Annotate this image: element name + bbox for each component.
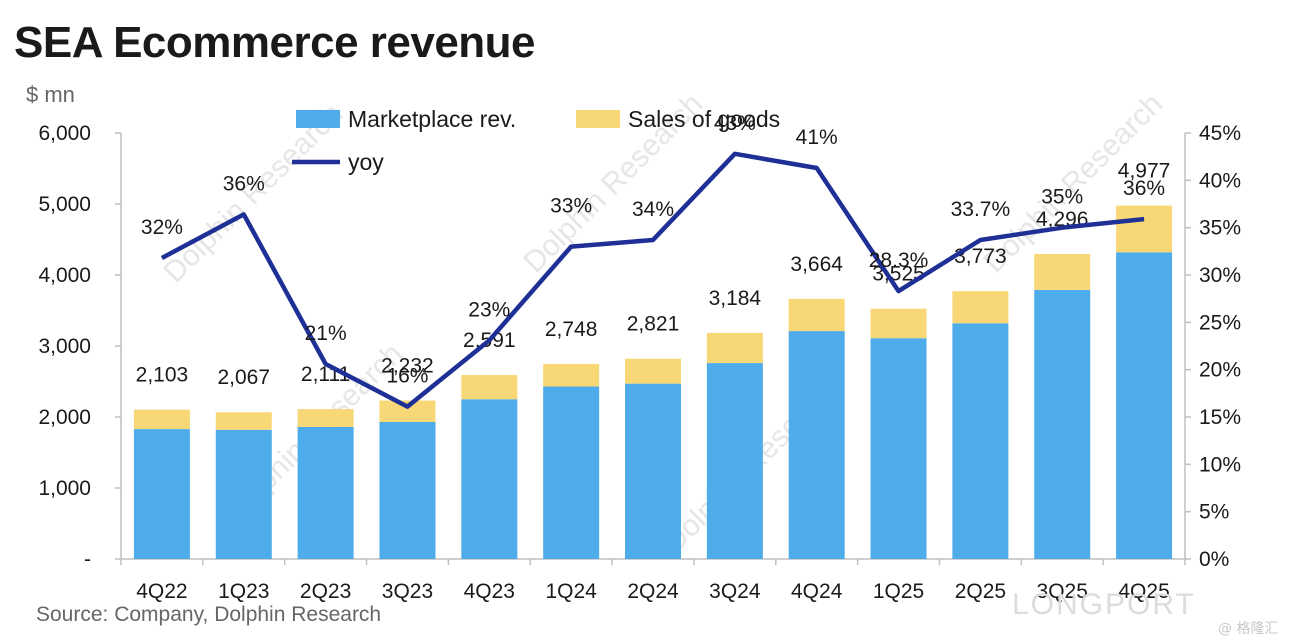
left-axis-ticks: - 1,000 2,000 3,000 4,000 5,000 6,000 xyxy=(38,122,121,571)
yoy-data-label: 34% xyxy=(632,198,674,221)
x-tick-label: 3Q24 xyxy=(709,580,761,603)
x-tick-label: 2Q23 xyxy=(300,580,351,603)
corner-watermark: @ 格隆汇 xyxy=(1218,621,1279,637)
sales-of-goods-bar xyxy=(706,332,763,364)
right-axis-ticks: 0% 5% 10% 15% 20% 25% 30% 35% 40% 45% xyxy=(1185,122,1241,571)
sales-of-goods-bar xyxy=(133,409,190,430)
legend: Marketplace rev. Sales of goods yoy xyxy=(292,106,780,175)
left-axis-unit: $ mn xyxy=(26,82,75,107)
yoy-data-label: 32% xyxy=(141,216,183,239)
legend-label-sales: Sales of goods xyxy=(628,106,780,132)
right-tick-label: 10% xyxy=(1199,453,1241,476)
x-tick-label: 4Q22 xyxy=(136,580,187,603)
marketplace-bar xyxy=(461,399,518,559)
marketplace-bar xyxy=(788,331,845,559)
legend-swatch-marketplace xyxy=(296,110,340,128)
x-tick-label: 1Q23 xyxy=(218,580,269,603)
total-data-label: 2,748 xyxy=(545,318,598,341)
yoy-labels: 32% 36% 21% 16% 23% 33% 34% 43% 41% 28.3% 33.7% 35%… xyxy=(141,112,1165,388)
right-tick-label: 20% xyxy=(1199,359,1241,382)
right-tick-label: 0% xyxy=(1199,548,1229,571)
chart-title: SEA Ecommerce revenue xyxy=(14,18,536,67)
yoy-data-label: 28.3% xyxy=(869,249,929,272)
longport-watermark: LONGPORT xyxy=(1012,588,1196,621)
legend-label-marketplace: Marketplace rev. xyxy=(348,106,516,132)
total-data-label: 3,664 xyxy=(790,253,843,276)
left-tick-label: 4,000 xyxy=(38,264,91,287)
right-tick-label: 45% xyxy=(1199,122,1241,145)
sales-of-goods-bar xyxy=(215,412,272,430)
marketplace-bar xyxy=(133,429,190,559)
sales-of-goods-bar xyxy=(952,291,1009,324)
x-tick-label: 4Q24 xyxy=(791,580,843,603)
x-axis-labels: 4Q22 1Q23 2Q23 3Q23 4Q23 1Q24 2Q24 3Q24 4Q24 1Q25… xyxy=(120,559,1186,603)
x-tick-label: 3Q25 xyxy=(1037,580,1088,603)
marketplace-bar xyxy=(543,386,600,559)
right-tick-label: 15% xyxy=(1199,406,1241,429)
yoy-line-group xyxy=(160,151,1145,409)
sales-of-goods-bar xyxy=(625,358,681,384)
total-data-label: 2,103 xyxy=(136,364,189,387)
source-note: Source: Company, Dolphin Research xyxy=(36,603,382,626)
bars-group xyxy=(133,205,1173,559)
left-tick-label: 6,000 xyxy=(38,122,91,145)
total-data-label: 2,067 xyxy=(217,366,270,389)
left-tick-label: 5,000 xyxy=(38,193,91,216)
yoy-data-label: 23% xyxy=(468,298,510,321)
yoy-data-label: 36% xyxy=(223,172,265,195)
total-data-label: 4,977 xyxy=(1118,160,1171,183)
x-tick-label: 1Q24 xyxy=(545,580,597,603)
yoy-data-label: 33% xyxy=(550,195,592,218)
sales-of-goods-bar xyxy=(1116,205,1173,253)
sales-of-goods-bar xyxy=(870,308,927,339)
marketplace-bar xyxy=(625,383,681,559)
marketplace-bar xyxy=(379,421,436,559)
marketplace-bar xyxy=(952,323,1009,559)
yoy-line xyxy=(160,151,1145,409)
right-tick-label: 40% xyxy=(1199,169,1241,192)
x-tick-label: 3Q23 xyxy=(382,580,433,603)
right-tick-label: 25% xyxy=(1199,311,1241,334)
sales-of-goods-bar xyxy=(379,400,436,422)
yoy-data-label: 21% xyxy=(305,322,347,345)
marketplace-bar xyxy=(1116,252,1173,559)
yoy-data-label: 35% xyxy=(1041,186,1083,209)
sales-of-goods-bar xyxy=(297,409,354,427)
right-tick-label: 35% xyxy=(1199,217,1241,240)
legend-swatch-sales xyxy=(576,110,620,128)
marketplace-bar xyxy=(706,363,763,559)
left-tick-label: 1,000 xyxy=(38,477,91,500)
marketplace-bar xyxy=(297,426,354,559)
marketplace-bar xyxy=(215,429,272,559)
yoy-data-label: 36% xyxy=(1123,177,1165,200)
yoy-data-label: 16% xyxy=(386,365,428,388)
right-tick-label: 30% xyxy=(1199,264,1241,287)
x-tick-label: 2Q24 xyxy=(627,580,679,603)
marketplace-bar xyxy=(1034,289,1091,559)
yoy-data-label: 43% xyxy=(714,112,756,135)
yoy-data-label: 41% xyxy=(796,126,838,149)
marketplace-bar xyxy=(870,338,927,559)
x-tick-label: 4Q23 xyxy=(464,580,515,603)
left-tick-label: 3,000 xyxy=(38,335,91,358)
left-tick-label: 2,000 xyxy=(38,406,91,429)
right-tick-label: 5% xyxy=(1199,501,1229,524)
x-tick-label: 2Q25 xyxy=(955,580,1006,603)
yoy-data-label: 33.7% xyxy=(951,198,1011,221)
sales-of-goods-bar xyxy=(543,363,600,387)
sales-of-goods-bar xyxy=(788,298,845,332)
x-tick-label: 4Q25 xyxy=(1118,580,1169,603)
x-tick-label: 1Q25 xyxy=(873,580,924,603)
legend-label-yoy: yoy xyxy=(348,149,384,175)
sales-of-goods-bar xyxy=(461,375,518,400)
total-data-label: 2,232 xyxy=(381,355,434,378)
total-data-label: 2,821 xyxy=(627,313,680,336)
total-data-label: 3,184 xyxy=(709,287,762,310)
total-data-label: 3,773 xyxy=(954,245,1007,268)
sales-of-goods-bar xyxy=(1034,253,1091,290)
left-tick-label: - xyxy=(84,548,91,571)
